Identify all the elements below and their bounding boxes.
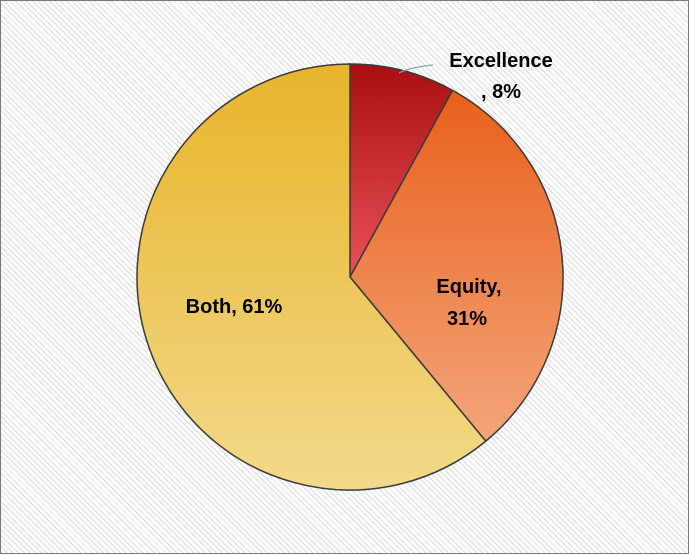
pie-slice-both [136, 63, 487, 491]
slice-label-equity-value: 31% [447, 308, 487, 330]
slice-label-excellence-name: Excellence [449, 50, 552, 72]
slice-label-both: Both, 61% [186, 296, 283, 318]
slice-label-excellence-value: , 8% [481, 81, 521, 103]
slice-label-equity-name: Equity, [436, 276, 501, 298]
pie-slice-equity [349, 89, 564, 443]
excellence-leader-line [398, 64, 434, 74]
pie-slices [136, 63, 564, 491]
